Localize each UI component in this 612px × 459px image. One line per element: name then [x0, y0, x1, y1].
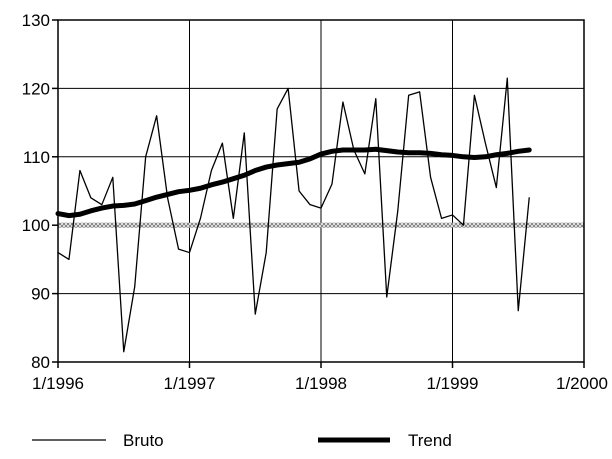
y-tick-label: 90: [31, 285, 50, 304]
legend-item-bruto: Bruto: [32, 431, 164, 450]
x-tick-label: 1/1997: [164, 374, 216, 393]
reference-line-100: [58, 222, 584, 228]
x-tick-label: 1/1999: [427, 374, 479, 393]
series-line-bruto: [57, 77, 530, 353]
grid: [57, 19, 585, 363]
x-tick-label: 1/2000: [556, 374, 608, 393]
y-tick-label: 100: [22, 216, 50, 235]
series-layer: [55, 77, 532, 353]
y-tick-label: 120: [22, 79, 50, 98]
reference-line-layer: [58, 222, 584, 228]
x-tick-label: 1/1996: [32, 374, 84, 393]
legend: Bruto Trend: [32, 431, 452, 450]
series-line-trend: [55, 146, 532, 219]
legend-item-trend: Trend: [318, 431, 452, 450]
ticks: 80 90 100 110 120 130 1/1996 1/1997 1/1998 1/1999…: [22, 11, 608, 393]
legend-label: Bruto: [123, 431, 164, 450]
x-tick-label: 1/1998: [295, 374, 347, 393]
y-tick-label: 130: [22, 11, 50, 30]
y-tick-label: 110: [23, 148, 50, 167]
y-tick-label: 80: [31, 353, 50, 372]
legend-label: Trend: [408, 431, 452, 450]
